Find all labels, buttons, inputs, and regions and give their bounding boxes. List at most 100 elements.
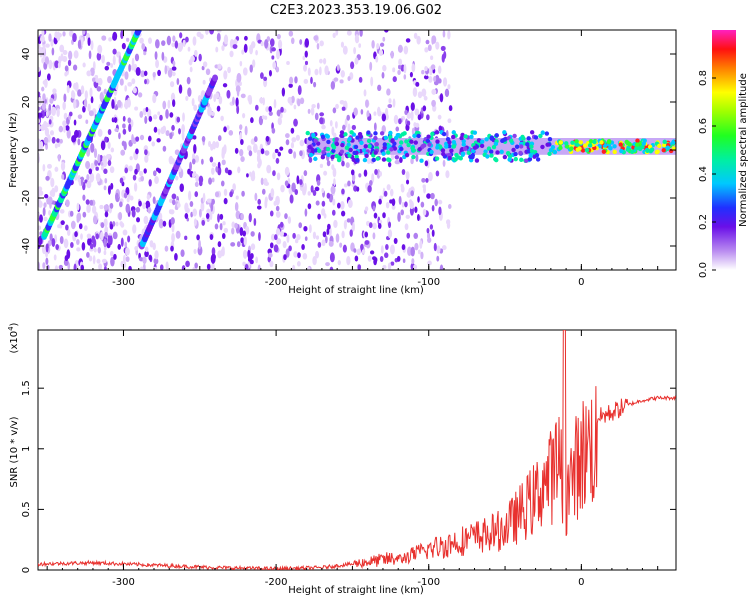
streak-mark	[170, 245, 174, 252]
noise-mark	[96, 86, 102, 92]
noise-mark	[340, 41, 345, 48]
spectrogram-y-tick-label: 0	[21, 147, 32, 153]
spectrogram-x-tick-label: -200	[265, 277, 288, 288]
noise-mark	[57, 61, 61, 69]
noise-mark	[398, 64, 402, 70]
noise-mark	[182, 39, 186, 47]
noise-mark	[54, 60, 60, 69]
noise-mark	[185, 260, 190, 268]
noise-mark	[110, 63, 114, 68]
noise-mark	[419, 240, 423, 249]
noise-mark	[405, 171, 410, 180]
noise-mark	[403, 45, 409, 55]
snr-y-label: SNR (10 * v/v)	[9, 416, 20, 487]
colorbar-tick-label: 0.6	[698, 118, 709, 134]
horizontal-mark	[386, 150, 391, 155]
horizontal-mark	[392, 146, 398, 151]
noise-mark	[118, 132, 121, 140]
noise-mark	[39, 35, 45, 43]
streak-mark	[119, 201, 123, 208]
noise-mark	[375, 55, 379, 63]
horizontal-mark	[379, 131, 385, 136]
noise-mark	[44, 194, 49, 199]
noise-mark	[214, 191, 220, 198]
snr-x-label: Height of straight line (km)	[288, 585, 424, 596]
noise-mark	[324, 65, 329, 76]
noise-mark	[413, 264, 418, 270]
horizontal-mark	[580, 148, 586, 153]
horizontal-mark	[394, 155, 400, 160]
noise-mark	[180, 249, 185, 257]
noise-mark	[202, 61, 208, 68]
noise-mark	[143, 168, 147, 174]
noise-mark	[151, 141, 156, 147]
noise-mark	[310, 76, 313, 85]
noise-mark	[106, 61, 111, 66]
horizontal-mark	[444, 144, 449, 149]
noise-mark	[41, 244, 47, 249]
noise-mark	[131, 209, 136, 218]
noise-mark	[186, 76, 191, 85]
horizontal-mark	[359, 140, 364, 145]
horizontal-mark	[389, 147, 394, 152]
streak-mark	[201, 219, 206, 226]
noise-mark	[264, 181, 270, 186]
noise-mark	[352, 222, 355, 231]
horizontal-mark	[499, 149, 504, 155]
snr-x-tick-label: 0	[578, 577, 584, 588]
noise-mark	[244, 125, 248, 136]
noise-mark	[92, 215, 98, 225]
horizontal-mark	[514, 144, 520, 149]
horizontal-mark	[375, 156, 380, 161]
trace-mark-1	[135, 30, 142, 34]
noise-mark	[441, 245, 447, 251]
noise-mark	[43, 137, 49, 144]
horizontal-mark	[535, 157, 541, 162]
noise-mark	[403, 74, 407, 80]
noise-mark	[373, 122, 377, 131]
streak-mark	[420, 201, 425, 208]
noise-mark	[127, 97, 131, 107]
noise-mark	[249, 64, 253, 73]
noise-mark	[80, 233, 83, 240]
noise-mark	[304, 236, 308, 241]
noise-mark	[107, 234, 111, 245]
noise-mark	[111, 99, 115, 110]
noise-mark	[240, 213, 244, 221]
noise-mark	[152, 114, 158, 120]
noise-mark	[429, 224, 434, 230]
noise-mark	[371, 39, 375, 49]
streak-mark	[337, 202, 341, 209]
noise-mark	[378, 219, 383, 224]
noise-mark	[62, 120, 68, 127]
noise-mark	[42, 93, 46, 102]
noise-mark	[169, 81, 175, 88]
noise-mark	[325, 262, 330, 267]
noise-mark	[128, 64, 132, 72]
horizontal-mark	[641, 141, 646, 146]
snr-x-tick-label: -100	[417, 577, 440, 588]
noise-mark	[181, 130, 185, 141]
streak-mark	[89, 243, 94, 250]
horizontal-mark	[468, 154, 473, 159]
noise-mark	[430, 64, 436, 70]
noise-mark	[178, 84, 183, 94]
noise-mark	[176, 78, 180, 86]
noise-mark	[170, 217, 175, 225]
streak-mark	[217, 241, 222, 248]
noise-mark	[44, 127, 50, 137]
noise-mark	[84, 90, 88, 100]
noise-mark	[314, 186, 320, 192]
noise-mark	[157, 111, 161, 116]
horizontal-mark	[339, 133, 344, 139]
noise-mark	[358, 43, 362, 48]
noise-mark	[332, 32, 336, 39]
streak-mark	[248, 150, 253, 157]
noise-mark	[72, 32, 77, 43]
colorbar-label: Normalized spectral amplitude	[738, 73, 749, 227]
noise-mark	[277, 151, 282, 157]
noise-mark	[369, 250, 375, 255]
horizontal-mark	[634, 146, 639, 151]
horizontal-mark	[534, 153, 540, 158]
noise-mark	[96, 52, 102, 61]
